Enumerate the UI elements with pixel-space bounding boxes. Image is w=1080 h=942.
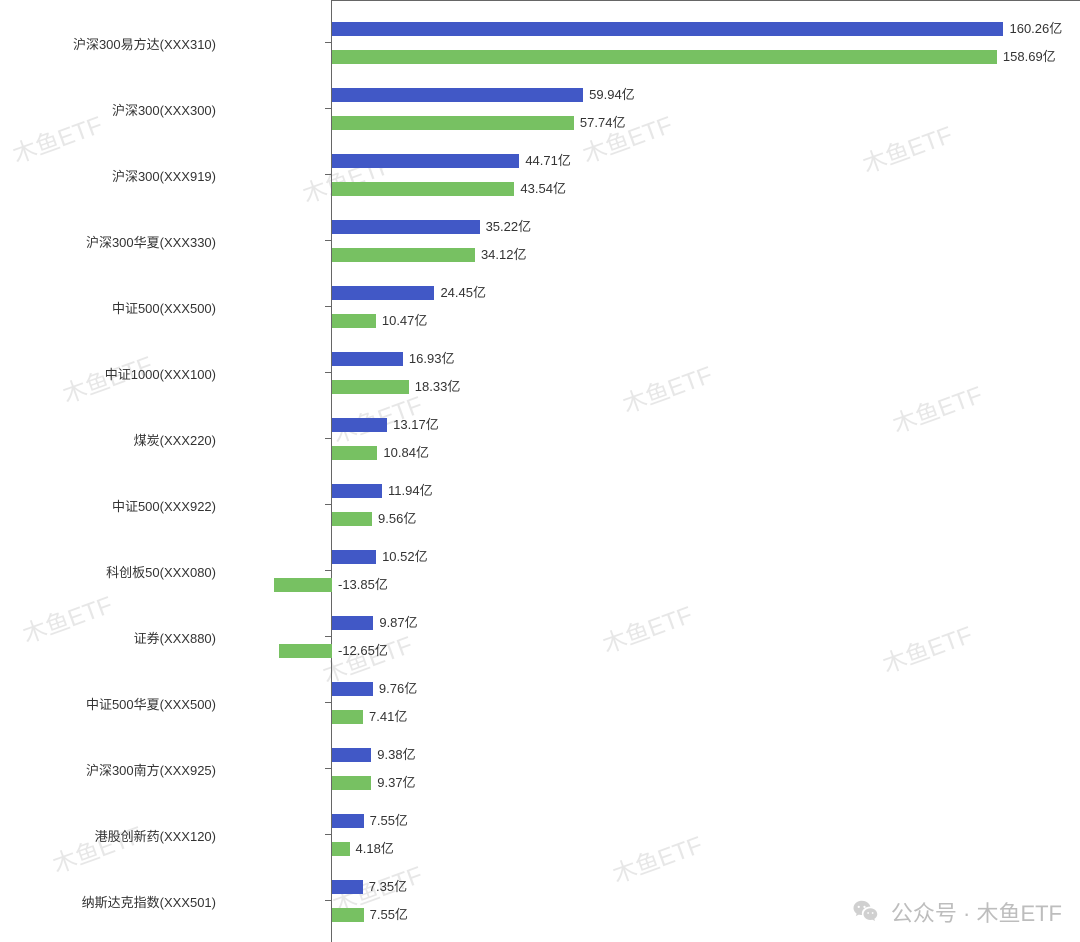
y-axis-line: [331, 0, 332, 942]
bar-series-a: [332, 352, 403, 366]
bar-value-label: 35.22亿: [486, 220, 532, 234]
x-axis-line: [332, 0, 1080, 1]
bar-value-label: 158.69亿: [1003, 50, 1056, 64]
bar-value-label: 59.94亿: [589, 88, 635, 102]
y-tick: [325, 438, 331, 439]
bar-value-label: 7.41亿: [369, 710, 407, 724]
y-tick: [325, 504, 331, 505]
bar-series-a: [332, 880, 363, 894]
category-label: 中证500(XXX922): [0, 496, 216, 515]
y-tick: [325, 174, 331, 175]
category-label: 煤炭(XXX220): [0, 430, 216, 449]
y-tick: [325, 108, 331, 109]
category-label: 港股创新药(XXX120): [0, 826, 216, 845]
bar-value-label: 10.47亿: [382, 314, 428, 328]
bar-series-b: [332, 512, 372, 526]
bar-value-label: 24.45亿: [440, 286, 486, 300]
bar-series-a: [332, 220, 480, 234]
bar-series-b: [332, 380, 409, 394]
watermark-text: 木鱼ETF: [607, 825, 707, 890]
y-tick: [325, 240, 331, 241]
bar-series-a: [332, 616, 373, 630]
bar-series-a: [332, 550, 376, 564]
category-label: 中证1000(XXX100): [0, 364, 216, 383]
bar-value-label: 13.17亿: [393, 418, 439, 432]
y-tick: [325, 42, 331, 43]
y-tick: [325, 372, 331, 373]
bar-value-label: -13.85亿: [338, 578, 388, 592]
watermark-text: 木鱼ETF: [887, 375, 987, 440]
bar-value-label: 11.94亿: [388, 484, 433, 498]
bar-series-b: [332, 248, 475, 262]
category-label: 沪深300(XXX919): [0, 166, 216, 185]
grouped-bar-chart: 木鱼ETF木鱼ETF木鱼ETF木鱼ETF木鱼ETF木鱼ETF木鱼ETF木鱼ETF…: [0, 0, 1080, 942]
category-label: 中证500(XXX500): [0, 298, 216, 317]
bar-value-label: 10.52亿: [382, 550, 428, 564]
y-tick: [325, 570, 331, 571]
category-label: 沪深300易方达(XXX310): [0, 34, 216, 53]
y-tick: [325, 834, 331, 835]
bar-value-label: 44.71亿: [525, 154, 571, 168]
category-label: 证券(XXX880): [0, 628, 216, 647]
watermark-text: 木鱼ETF: [857, 115, 957, 180]
bar-value-label: 9.87亿: [379, 616, 417, 630]
bar-series-b: [332, 776, 371, 790]
bar-series-a: [332, 22, 1003, 36]
bar-series-b: [332, 842, 350, 856]
wechat-icon: [851, 897, 881, 927]
watermark-text: 木鱼ETF: [877, 615, 977, 680]
y-tick: [325, 306, 331, 307]
footer-watermark: 公众号 · 木鱼ETF: [851, 896, 1062, 928]
bar-value-label: 7.55亿: [370, 814, 408, 828]
bar-value-label: 9.56亿: [378, 512, 416, 526]
bar-series-b: [332, 116, 574, 130]
category-label: 沪深300南方(XXX925): [0, 760, 216, 779]
bar-series-a: [332, 814, 364, 828]
bar-value-label: 10.84亿: [383, 446, 429, 460]
bar-value-label: 4.18亿: [356, 842, 394, 856]
bar-series-b: [332, 50, 997, 64]
bar-series-a: [332, 484, 382, 498]
bar-series-b: [332, 182, 514, 196]
bar-value-label: 16.93亿: [409, 352, 455, 366]
y-tick: [325, 900, 331, 901]
bar-series-b: [279, 644, 332, 658]
bar-value-label: 43.54亿: [520, 182, 566, 196]
watermark-text: 木鱼ETF: [597, 595, 697, 660]
y-tick: [325, 636, 331, 637]
bar-value-label: 9.76亿: [379, 682, 417, 696]
bar-series-a: [332, 154, 519, 168]
bar-value-label: -12.65亿: [338, 644, 388, 658]
category-label: 沪深300华夏(XXX330): [0, 232, 216, 251]
watermark-text: 木鱼ETF: [47, 815, 147, 880]
bar-series-a: [332, 748, 371, 762]
bar-series-a: [332, 88, 583, 102]
bar-series-b: [332, 710, 363, 724]
bar-value-label: 160.26亿: [1009, 22, 1062, 36]
bar-value-label: 9.37亿: [377, 776, 415, 790]
category-label: 沪深300(XXX300): [0, 100, 216, 119]
bar-value-label: 9.38亿: [377, 748, 415, 762]
bar-series-a: [332, 418, 387, 432]
bar-series-b: [332, 314, 376, 328]
footer-text: 公众号 · 木鱼ETF: [891, 896, 1062, 928]
bar-value-label: 7.35亿: [369, 880, 407, 894]
bar-series-a: [332, 682, 373, 696]
bar-value-label: 34.12亿: [481, 248, 527, 262]
bar-series-b: [332, 908, 364, 922]
bar-series-a: [332, 286, 434, 300]
bar-series-b: [332, 446, 377, 460]
y-tick: [325, 702, 331, 703]
category-label: 科创板50(XXX080): [0, 562, 216, 581]
bar-value-label: 18.33亿: [415, 380, 461, 394]
bar-series-b: [274, 578, 332, 592]
bar-value-label: 57.74亿: [580, 116, 626, 130]
watermark-text: 木鱼ETF: [617, 355, 717, 420]
category-label: 中证500华夏(XXX500): [0, 694, 216, 713]
bar-value-label: 7.55亿: [370, 908, 408, 922]
category-label: 纳斯达克指数(XXX501): [0, 892, 216, 911]
y-tick: [325, 768, 331, 769]
